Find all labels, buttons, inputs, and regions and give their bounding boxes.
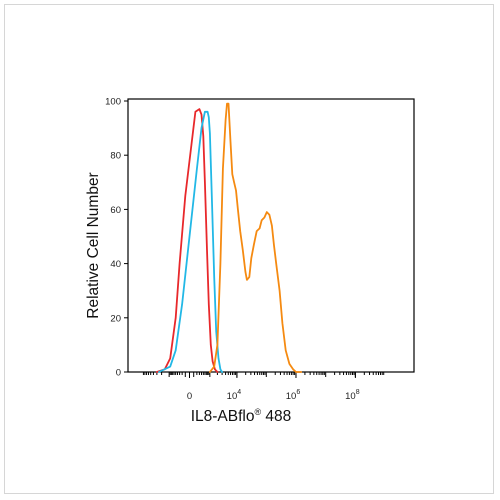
x-tick-label: 0 [187,391,192,402]
x-axis-title: IL8-ABflo® 488 [191,407,292,425]
series-line-1 [156,108,219,373]
y-tick-label: 100 [105,97,121,108]
y-tick-label: 80 [110,151,121,162]
y-axis-title: Relative Cell Number [85,172,102,318]
y-tick-label: 0 [116,368,121,379]
x-tick-label: 106 [286,389,301,402]
y-tick-label: 20 [110,313,121,324]
series-group [156,102,303,373]
y-tick-label: 40 [110,259,121,270]
chart-frame: 0 20 40 60 80 100 0 104 106 108 Relative Cell Numb… [4,4,494,494]
labels-group: 0 20 40 60 80 100 0 104 106 108 Relative Cell Numb… [85,97,360,426]
histogram-chart: 0 20 40 60 80 100 0 104 106 108 Relative Cell Numb… [85,97,415,426]
series-line-3 [209,102,303,373]
x-tick-label: 104 [227,389,242,402]
x-tick-label: 108 [345,389,360,402]
axes-group [124,98,415,378]
y-tick-label: 60 [110,205,121,216]
plot-border [127,98,415,373]
